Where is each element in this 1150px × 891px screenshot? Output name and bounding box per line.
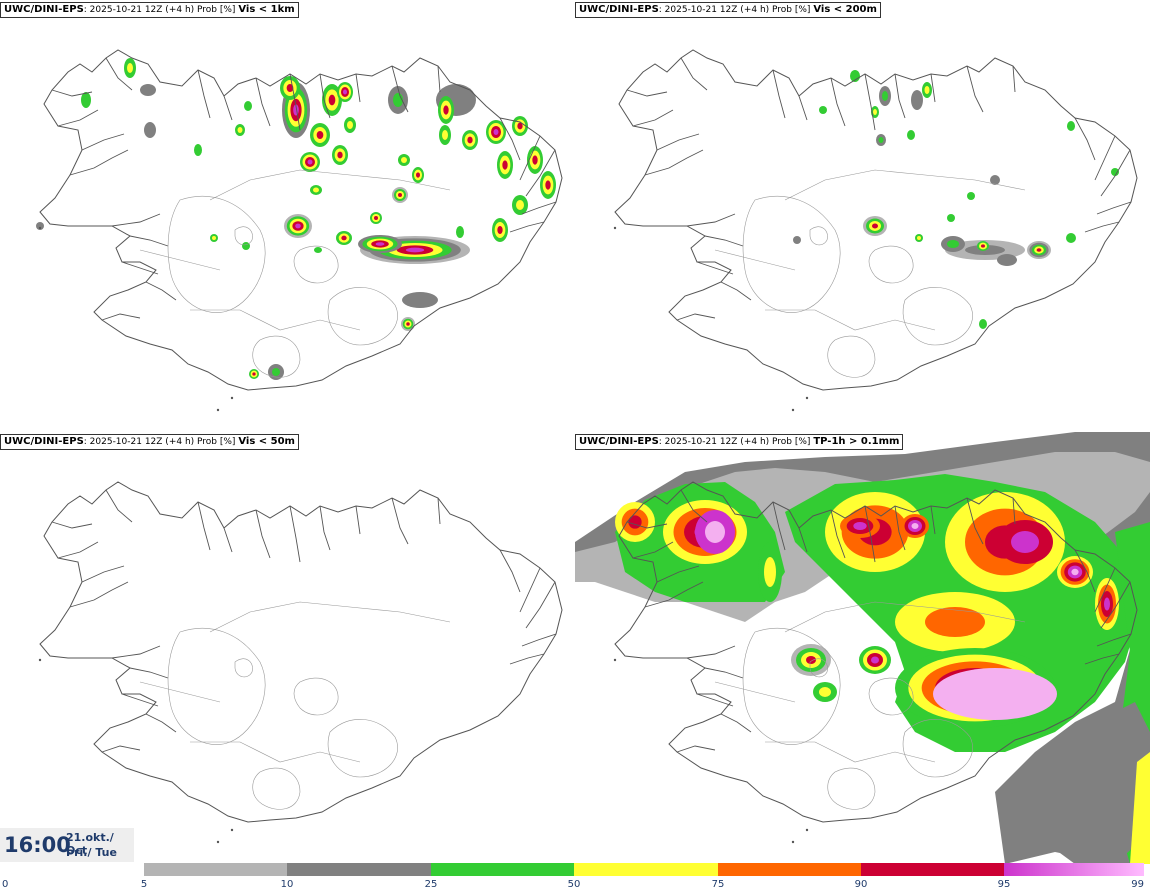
panel-title: UWC/DINI-EPS: 2025-10-21 12Z (+4 h) Prob… bbox=[0, 2, 299, 18]
map-panel-vis-1km: UWC/DINI-EPS: 2025-10-21 12Z (+4 h) Prob… bbox=[0, 0, 575, 432]
iceland-base-map bbox=[613, 49, 1138, 412]
model-name: UWC/DINI-EPS bbox=[4, 4, 84, 15]
legend-band-10-25 bbox=[287, 863, 431, 876]
run-info: : 2025-10-21 12Z (+4 h) Prob [%] bbox=[658, 437, 811, 447]
valid-time-clock: 16:00 bbox=[4, 833, 71, 857]
valid-date: 21.okt./ Oct bbox=[66, 831, 114, 857]
legend-band-5-10 bbox=[144, 863, 287, 876]
iceland-base-map bbox=[38, 481, 563, 844]
threshold-label: Vis < 50m bbox=[238, 436, 295, 447]
valid-day: Þri./ Tue bbox=[66, 846, 117, 859]
legend-tick-95: 95 bbox=[998, 879, 1011, 890]
run-info: : 2025-10-21 12Z (+4 h) Prob [%] bbox=[83, 437, 236, 447]
precip-probability-field bbox=[575, 432, 1150, 864]
map-canvas bbox=[575, 432, 1150, 864]
iceland-base-map bbox=[613, 481, 1138, 844]
threshold-label: Vis < 200m bbox=[813, 4, 877, 15]
map-canvas bbox=[613, 49, 1138, 412]
legend-band-50-75 bbox=[574, 863, 718, 876]
model-name: UWC/DINI-EPS bbox=[579, 4, 659, 15]
legend-tick-50: 50 bbox=[568, 879, 581, 890]
map-canvas bbox=[36, 49, 563, 412]
panel-title: UWC/DINI-EPS: 2025-10-21 12Z (+4 h) Prob… bbox=[575, 434, 904, 450]
threshold-label: TP-1h > 0.1mm bbox=[813, 436, 900, 447]
model-name: UWC/DINI-EPS bbox=[579, 436, 659, 447]
map-canvas bbox=[38, 481, 563, 844]
map-panel-precip: UWC/DINI-EPS: 2025-10-21 12Z (+4 h) Prob… bbox=[575, 432, 1150, 864]
legend-band-75-90 bbox=[718, 863, 861, 876]
legend-tick-25: 25 bbox=[425, 879, 438, 890]
legend-band-95-99 bbox=[1004, 863, 1144, 876]
legend-tick-75: 75 bbox=[712, 879, 725, 890]
legend-tick-99: 99 bbox=[1131, 879, 1144, 890]
map-panel-vis-50m: UWC/DINI-EPS: 2025-10-21 12Z (+4 h) Prob… bbox=[0, 432, 575, 864]
model-name: UWC/DINI-EPS bbox=[4, 436, 84, 447]
legend-tick-90: 90 bbox=[855, 879, 868, 890]
vis-200m-probability-field bbox=[793, 70, 1119, 329]
threshold-label: Vis < 1km bbox=[238, 4, 295, 15]
legend-tick-0: 0 bbox=[2, 879, 8, 890]
iceland-base-map bbox=[38, 49, 563, 412]
probability-legend: 0 5 10 25 50 75 90 95 99 bbox=[2, 863, 1144, 890]
vis-1km-probability-field bbox=[36, 58, 556, 380]
map-panel-vis-200m: UWC/DINI-EPS: 2025-10-21 12Z (+4 h) Prob… bbox=[575, 0, 1150, 432]
legend-band-90-95 bbox=[861, 863, 1004, 876]
legend-tick-5: 5 bbox=[141, 879, 147, 890]
valid-time-box: 16:00 21.okt./ Oct Þri./ Tue bbox=[0, 828, 134, 862]
panel-title: UWC/DINI-EPS: 2025-10-21 12Z (+4 h) Prob… bbox=[575, 2, 881, 18]
run-info: : 2025-10-21 12Z (+4 h) Prob [%] bbox=[83, 5, 236, 15]
legend-tick-10: 10 bbox=[281, 879, 294, 890]
run-info: : 2025-10-21 12Z (+4 h) Prob [%] bbox=[658, 5, 811, 15]
panel-title: UWC/DINI-EPS: 2025-10-21 12Z (+4 h) Prob… bbox=[0, 434, 299, 450]
legend-band-25-50 bbox=[431, 863, 574, 876]
